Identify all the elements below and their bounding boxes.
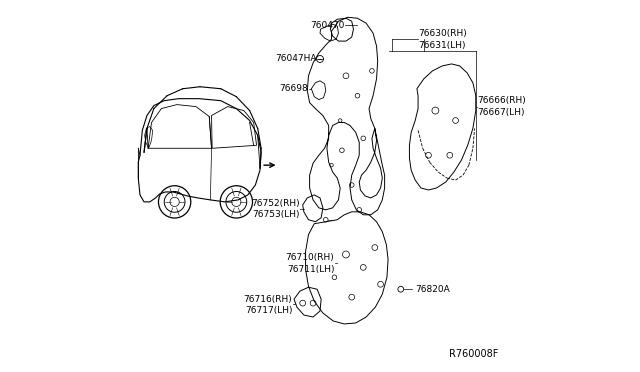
Text: 76666(RH): 76666(RH) bbox=[477, 96, 525, 105]
Text: R760008F: R760008F bbox=[449, 349, 499, 359]
Text: 76717(LH): 76717(LH) bbox=[245, 305, 292, 315]
Text: 760470: 760470 bbox=[310, 21, 344, 30]
Text: 76753(LH): 76753(LH) bbox=[252, 210, 300, 219]
Text: 76631(LH): 76631(LH) bbox=[418, 41, 465, 49]
Text: 76820A: 76820A bbox=[415, 285, 450, 294]
Text: 76047HA: 76047HA bbox=[276, 54, 317, 64]
Text: 76710(RH): 76710(RH) bbox=[285, 253, 335, 262]
Text: 76698: 76698 bbox=[280, 84, 308, 93]
Text: 76752(RH): 76752(RH) bbox=[251, 199, 300, 208]
Text: 76667(LH): 76667(LH) bbox=[477, 108, 524, 117]
Text: 76711(LH): 76711(LH) bbox=[287, 265, 335, 274]
Text: 76716(RH): 76716(RH) bbox=[244, 295, 292, 304]
Text: 76630(RH): 76630(RH) bbox=[418, 29, 467, 38]
